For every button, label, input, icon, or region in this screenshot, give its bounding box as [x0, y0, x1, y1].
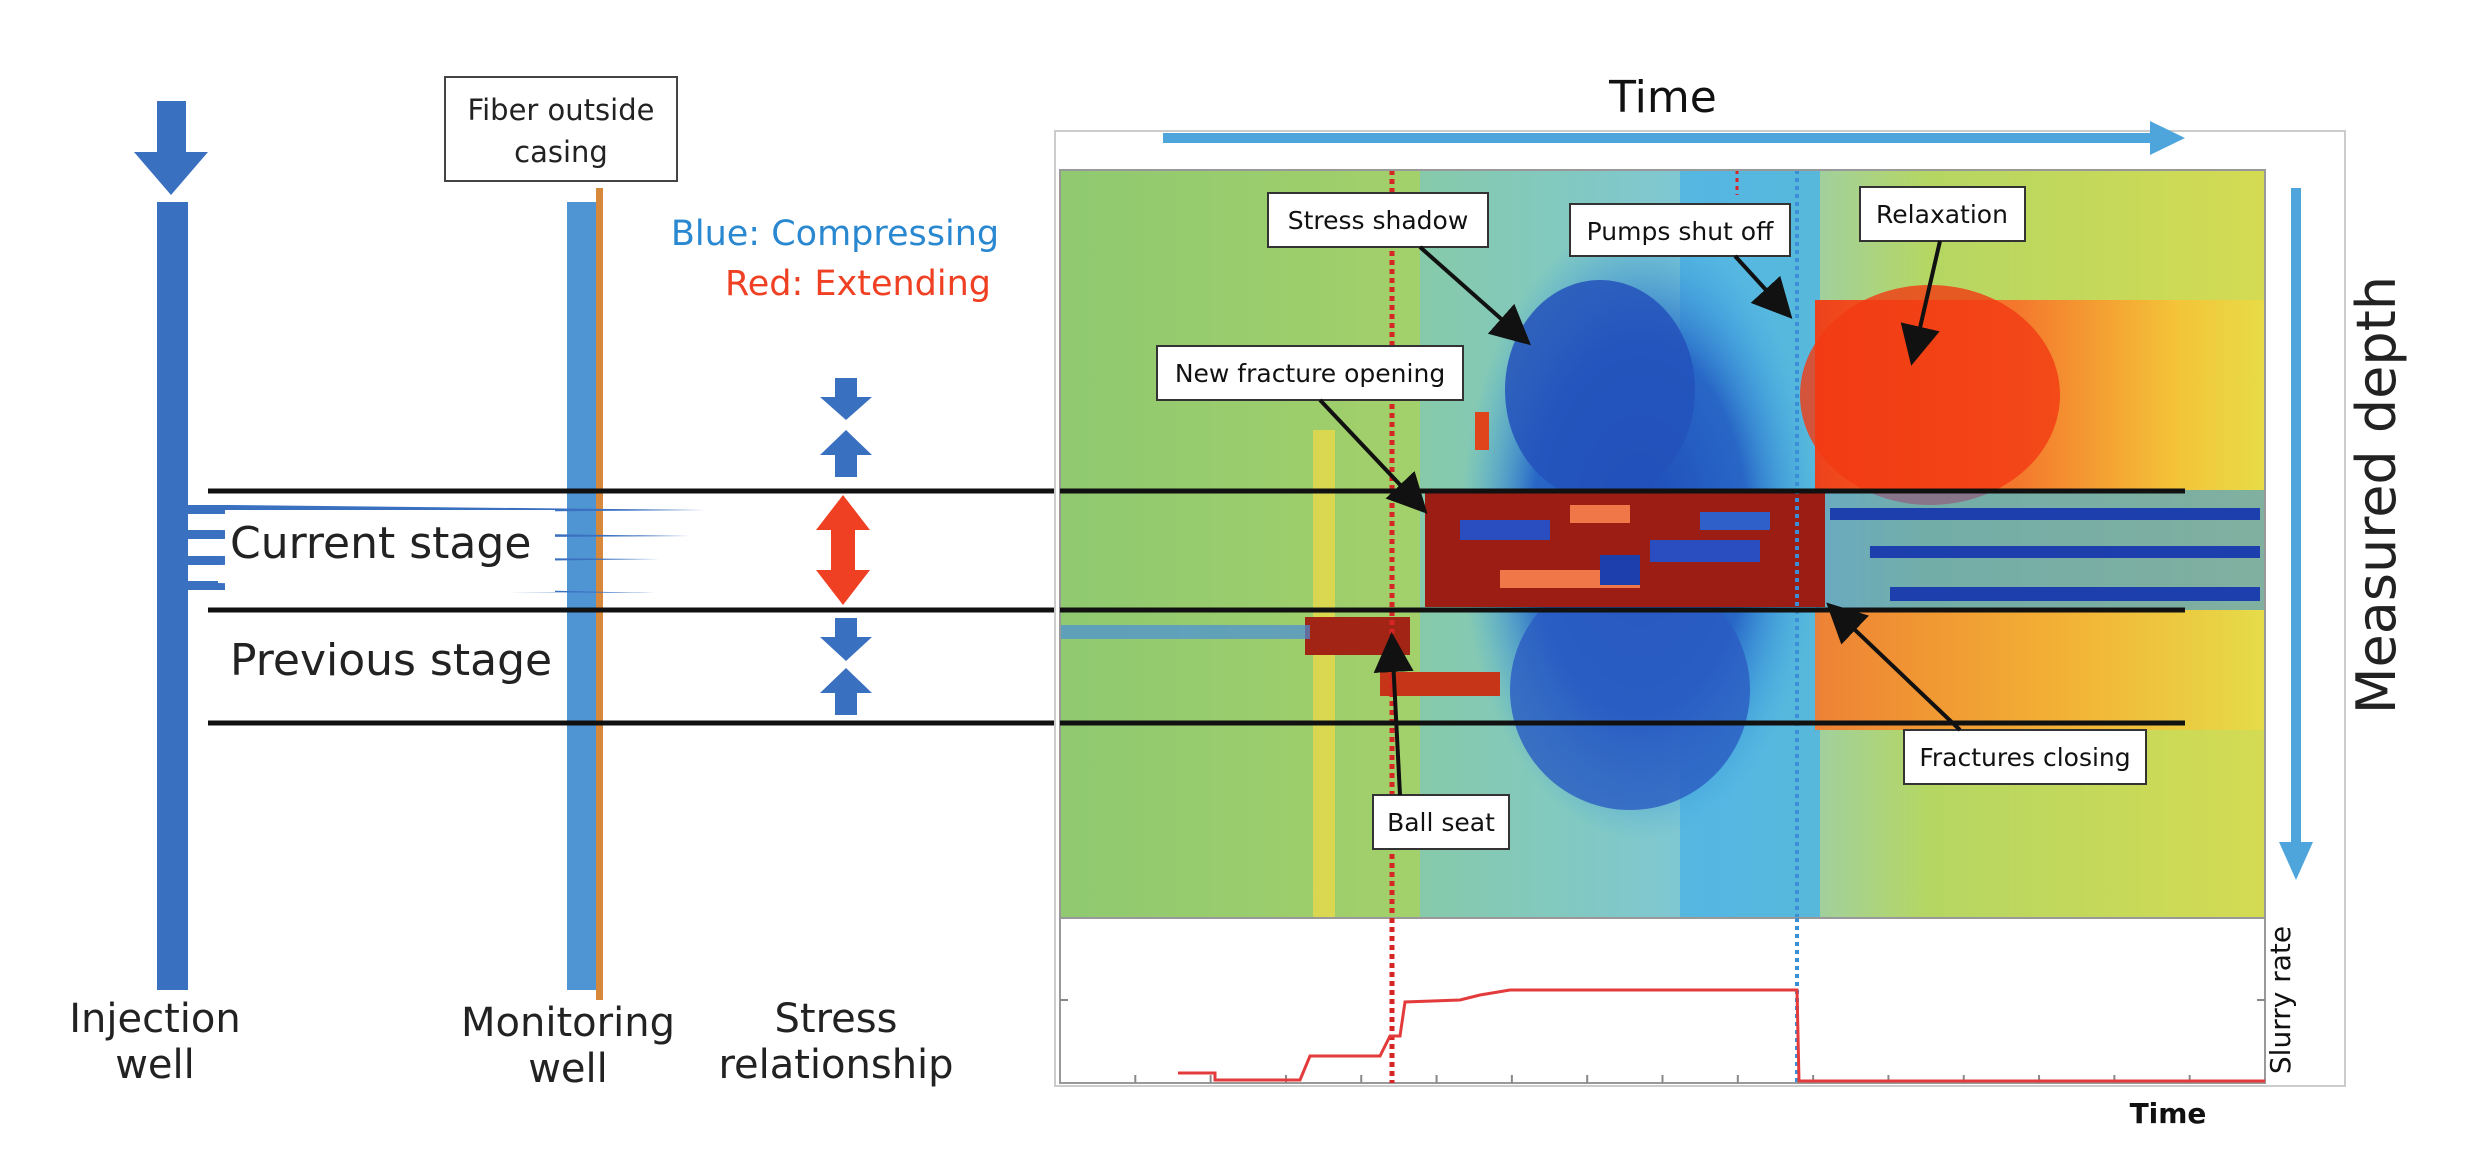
fracture-opening-band [1425, 492, 1825, 607]
pumps-shut-off-label: Pumps shut off [1587, 217, 1774, 246]
injection-well [134, 101, 228, 990]
compress-arrows-icon-top [820, 378, 872, 477]
time-arrow-icon [1163, 121, 2185, 155]
fiber-callout-box [444, 76, 678, 182]
injection-label-line1: Injection [69, 996, 240, 1042]
slurry-rate-label: Slurry rate [2264, 926, 2297, 1074]
injection-down-arrow-icon [134, 101, 208, 195]
monitoring-label-line2: well [528, 1046, 608, 1092]
previous-stage-label: Previous stage [230, 635, 552, 686]
current-stage-label: Current stage [230, 518, 531, 569]
fiber-line [596, 188, 603, 1000]
ball-seat-label: Ball seat [1387, 808, 1495, 837]
stress-label-line2: relationship [718, 1042, 953, 1088]
monitoring-label-line1: Monitoring [461, 1000, 675, 1046]
annotation-fractures-closing: Fractures closing [1826, 602, 2147, 785]
depth-arrow-icon [2279, 188, 2313, 880]
injection-label-line2: well [115, 1042, 195, 1088]
das-heatmap [1060, 170, 2265, 918]
slurry-rate-line [1178, 988, 2265, 1083]
fractures-closing-label: Fractures closing [1919, 743, 2130, 772]
relaxation-label: Relaxation [1876, 200, 2008, 229]
compress-arrows-icon-bottom [820, 618, 872, 715]
fiber-label-line2: casing [514, 135, 608, 169]
stress-label-line1: Stress [775, 996, 898, 1042]
time-top-label: Time [1608, 72, 1717, 123]
stage-lines-over-heatmap [1060, 488, 2185, 726]
annotation-stress-shadow: Stress shadow [1267, 192, 1531, 346]
legend-extending: Red: Extending [725, 264, 991, 304]
legend-compressing: Blue: Compressing [671, 214, 999, 254]
new-fracture-opening-label: New fracture opening [1175, 359, 1445, 388]
monitoring-well [567, 188, 603, 1000]
current-stage-streaks [1830, 508, 2260, 601]
stress-shadow-label: Stress shadow [1288, 206, 1469, 235]
measured-depth-label: Measured depth [2345, 276, 2408, 714]
annotation-ball-seat: Ball seat [1372, 632, 1510, 850]
annotation-pumps-shut-off: Pumps shut off [1569, 203, 1793, 319]
double-headed-arrow-icon [816, 495, 870, 605]
fiber-label-line1: Fiber outside [468, 93, 655, 127]
annotation-new-fracture-opening: New fracture opening [1156, 345, 1464, 514]
injection-perforations [188, 505, 228, 590]
slurry-rate-chart [1059, 917, 2266, 1084]
time-bottom-label: Time [2130, 1097, 2207, 1130]
monitoring-well-pipe [567, 202, 596, 990]
current-stage-label-bg [225, 510, 555, 592]
injection-well-pipe [157, 202, 188, 990]
annotation-relaxation: Relaxation [1859, 186, 2026, 366]
